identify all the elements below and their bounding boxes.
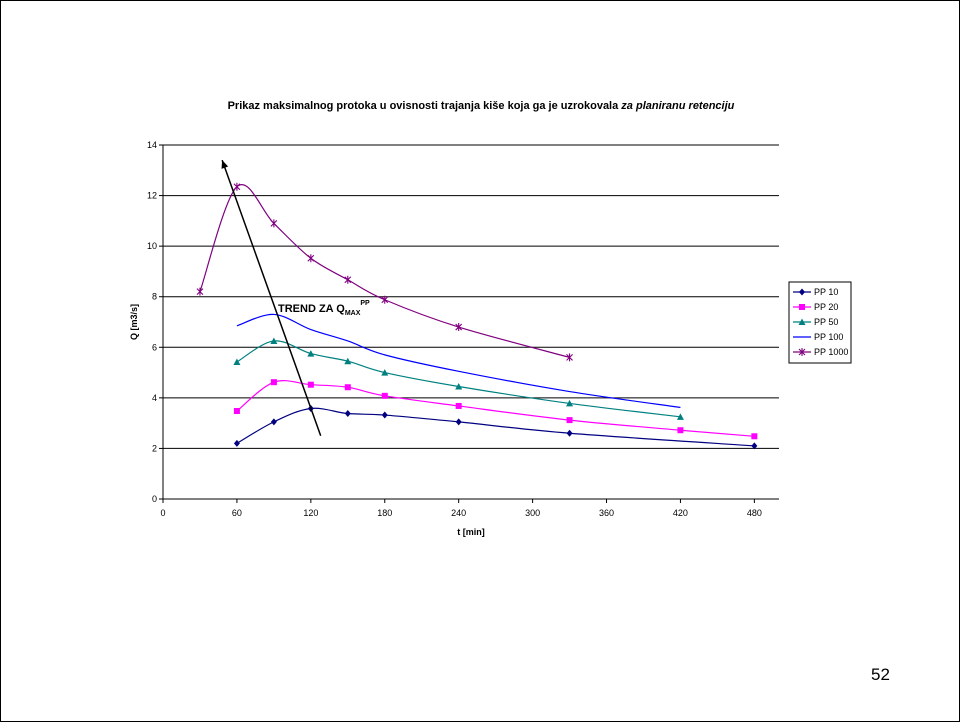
x-tick-label: 240 [451, 508, 466, 518]
x-tick-label: 0 [160, 508, 165, 518]
page-number: 52 [871, 665, 890, 684]
series-line-pp-1000 [199, 183, 570, 358]
trend-arrow-head [221, 160, 229, 169]
data-point-pp-10 [381, 411, 388, 419]
data-point-pp-10 [233, 439, 240, 447]
legend-label-pp-1000: PP 1000 [814, 347, 848, 357]
legend-marker-pp-20 [799, 304, 805, 310]
y-tick-label: 2 [152, 443, 157, 453]
data-point-pp-50 [233, 358, 241, 365]
series-line-pp-100 [236, 313, 681, 409]
data-point-pp-1000 [233, 182, 241, 191]
y-tick-label: 4 [152, 393, 157, 403]
x-tick-label: 360 [599, 508, 614, 518]
y-tick-label: 10 [147, 241, 157, 251]
data-point-pp-50 [455, 382, 463, 390]
series-line-pp-10 [236, 407, 755, 447]
data-point-pp-1000 [196, 287, 204, 296]
data-point-pp-1000 [307, 254, 315, 263]
trend-label: TREND ZA QMAXPP [278, 300, 370, 317]
data-point-pp-10 [455, 418, 462, 426]
series-line-pp-20 [236, 380, 755, 437]
data-point-pp-20 [381, 392, 388, 399]
x-tick-label: 120 [303, 508, 318, 518]
data-point-pp-50 [381, 369, 389, 376]
data-point-pp-20 [233, 408, 240, 415]
chart-title: Prikaz maksimalnog protoka u ovisnosti t… [227, 100, 735, 112]
legend-marker-pp-10 [799, 288, 805, 296]
data-point-pp-20 [566, 417, 573, 424]
legend-label-pp-10: PP 10 [814, 287, 838, 297]
data-point-pp-1000 [381, 295, 389, 304]
data-point-pp-20 [677, 427, 684, 434]
x-axis-label: t [min] [457, 527, 485, 537]
data-point-pp-10 [270, 418, 277, 426]
y-tick-label: 8 [152, 292, 157, 302]
data-point-pp-1000 [344, 275, 352, 284]
y-tick-label: 14 [147, 140, 157, 150]
data-point-pp-50 [307, 350, 315, 357]
x-tick-label: 420 [673, 508, 688, 518]
y-axis-label: Q [m3/s] [129, 304, 139, 340]
data-point-pp-10 [344, 410, 351, 418]
legend-label-pp-50: PP 50 [814, 317, 838, 327]
x-tick-label: 60 [232, 508, 242, 518]
legend-marker-pp-1000 [798, 348, 806, 356]
data-point-pp-50 [566, 399, 574, 407]
data-point-pp-20 [344, 384, 351, 391]
data-point-pp-20 [270, 379, 277, 386]
data-point-pp-50 [344, 357, 352, 365]
x-tick-label: 180 [377, 508, 392, 518]
y-tick-label: 0 [152, 494, 157, 504]
data-point-pp-1000 [455, 323, 463, 332]
x-tick-label: 300 [525, 508, 540, 518]
y-tick-label: 6 [152, 342, 157, 352]
data-point-pp-20 [307, 381, 314, 388]
trend-arrow-line [221, 159, 322, 437]
legend-marker-pp-50 [798, 318, 806, 325]
y-tick-label: 12 [147, 191, 157, 201]
data-point-pp-1000 [566, 353, 573, 362]
data-point-pp-10 [566, 429, 573, 437]
data-point-pp-10 [751, 442, 758, 450]
data-point-pp-1000 [270, 219, 278, 228]
data-point-pp-20 [455, 402, 462, 409]
legend-label-pp-20: PP 20 [814, 302, 838, 312]
data-point-pp-50 [270, 337, 278, 344]
x-tick-label: 480 [747, 508, 762, 518]
data-point-pp-50 [676, 413, 684, 420]
legend-label-pp-100: PP 100 [814, 332, 843, 342]
data-point-pp-20 [751, 433, 758, 440]
